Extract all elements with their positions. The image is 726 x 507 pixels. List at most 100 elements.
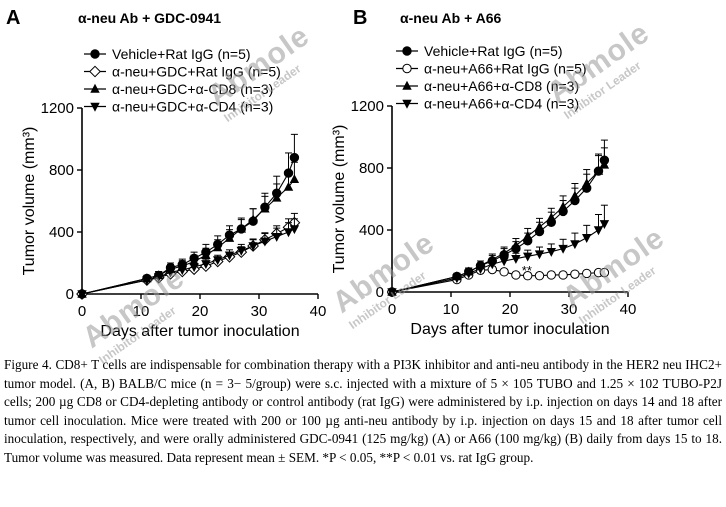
- legend-label: Vehicle+Rat IgG (n=5): [424, 43, 563, 59]
- legend-marker: [90, 102, 100, 112]
- y-tick-label: 1200: [351, 98, 384, 115]
- data-point: [289, 225, 300, 235]
- series-3: [77, 161, 300, 298]
- legend-marker: [402, 63, 412, 74]
- data-point: [534, 250, 545, 260]
- data-point: [523, 271, 533, 281]
- y-tick-label: 1200: [41, 100, 74, 117]
- legend-label: Vehicle+Rat IgG (n=5): [112, 46, 251, 62]
- legend-label: α-neu+A66+α-CD8 (n=3): [424, 78, 579, 94]
- data-point: [201, 260, 211, 269]
- data-point: [260, 203, 270, 213]
- series-line: [81, 157, 295, 295]
- data-point: [177, 266, 187, 276]
- x-tick-label: 0: [78, 303, 86, 320]
- y-tick-label: 0: [66, 286, 74, 303]
- legend-b: Vehicle+Rat IgG (n=5) α-neu+A66+Rat IgG (…: [396, 43, 587, 112]
- series-4: [387, 204, 610, 298]
- data-point: [511, 254, 521, 264]
- data-point: [546, 248, 556, 257]
- legend-label: α-neu+A66+Rat IgG (n=5): [424, 61, 587, 77]
- data-point: [272, 232, 282, 242]
- y-tick-label: 800: [49, 162, 74, 179]
- series-2: [387, 264, 610, 297]
- series-2: [76, 212, 301, 300]
- data-point: [570, 240, 580, 250]
- data-point: [546, 270, 557, 280]
- data-point: [189, 263, 199, 273]
- data-point: [272, 192, 282, 202]
- data-point: [248, 242, 258, 252]
- chart-panel-b: B α-neu Ab + A66 Vehicle+Rat IgG (n=5) α-…: [331, 0, 726, 345]
- data-point: [201, 250, 211, 259]
- y-tick-label: 0: [376, 284, 384, 301]
- data-point: [213, 256, 223, 266]
- panel-title-a: α-neu Ab + GDC-0941: [78, 10, 221, 26]
- data-point: [236, 223, 246, 233]
- data-point: [499, 257, 509, 267]
- legend-marker: [402, 46, 412, 56]
- legend-a: Vehicle+Rat IgG (n=5) α-neu+GDC+Rat IgG (…: [84, 46, 281, 115]
- x-axis-label-b: Days after tumor inoculation: [410, 321, 609, 338]
- data-point: [582, 234, 592, 243]
- legend-marker: [402, 80, 412, 90]
- y-tick-label: 400: [359, 222, 384, 239]
- data-point: [224, 233, 235, 242]
- data-point: [570, 269, 580, 279]
- legend-label: α-neu+GDC+Rat IgG (n=5): [112, 64, 281, 80]
- y-axis-label-a: Tumor volume (mm³): [21, 127, 38, 276]
- x-tick-label: 20: [192, 303, 209, 320]
- data-point: [499, 267, 509, 277]
- legend-marker: [90, 49, 100, 59]
- marks-a: [76, 133, 301, 300]
- x-axis-label-a: Days after tumor inoculation: [100, 323, 299, 340]
- x-tick-label: 30: [561, 301, 578, 318]
- y-axis-label-b: Tumor volume (mm³): [331, 125, 348, 274]
- panel-letter-a: A: [6, 7, 20, 29]
- x-tick-label: 20: [502, 301, 519, 318]
- data-point: [499, 248, 509, 257]
- data-point: [283, 181, 294, 191]
- data-point: [582, 178, 592, 188]
- x-tick-label: 40: [310, 303, 327, 320]
- x-tick-label: 10: [443, 301, 460, 318]
- y-tick-label: 800: [359, 160, 384, 177]
- data-point: [534, 221, 545, 231]
- data-point: [593, 226, 604, 236]
- data-point: [260, 237, 270, 247]
- data-point: [464, 269, 474, 279]
- data-point: [599, 267, 610, 278]
- data-point: [599, 220, 610, 229]
- y-tick-label: 400: [49, 224, 74, 241]
- x-tick-label: 30: [251, 303, 268, 320]
- data-point: [289, 174, 300, 183]
- significance-annotation: **: [522, 263, 532, 278]
- chart-svg-b: B α-neu Ab + A66 Vehicle+Rat IgG (n=5) α-…: [331, 7, 637, 338]
- data-point: [558, 201, 568, 211]
- data-point: [248, 214, 258, 224]
- data-point: [165, 268, 176, 278]
- data-point: [523, 231, 533, 240]
- chart-panel-a: A α-neu Ab + GDC-0941 Vehicle+Rat IgG (n…: [0, 0, 360, 345]
- data-point: [154, 273, 164, 283]
- series-1: [77, 133, 300, 299]
- chart-svg-a: A α-neu Ab + GDC-0941 Vehicle+Rat IgG (n…: [6, 7, 327, 340]
- data-point: [523, 252, 533, 262]
- legend-label: α-neu+GDC+α-CD4 (n=3): [112, 99, 273, 115]
- data-point: [213, 242, 223, 252]
- data-point: [593, 165, 604, 175]
- x-tick-label: 10: [133, 303, 150, 320]
- data-point: [224, 251, 235, 261]
- data-point: [570, 190, 580, 200]
- legend-label: α-neu+A66+α-CD4 (n=3): [424, 96, 579, 112]
- data-point: [582, 268, 592, 279]
- data-point: [546, 212, 556, 222]
- panel-title-b: α-neu Ab + A66: [400, 10, 502, 26]
- data-point: [558, 244, 568, 254]
- data-point: [289, 152, 300, 163]
- data-point: [534, 271, 545, 281]
- data-point: [387, 288, 397, 298]
- legend-marker: [402, 99, 412, 109]
